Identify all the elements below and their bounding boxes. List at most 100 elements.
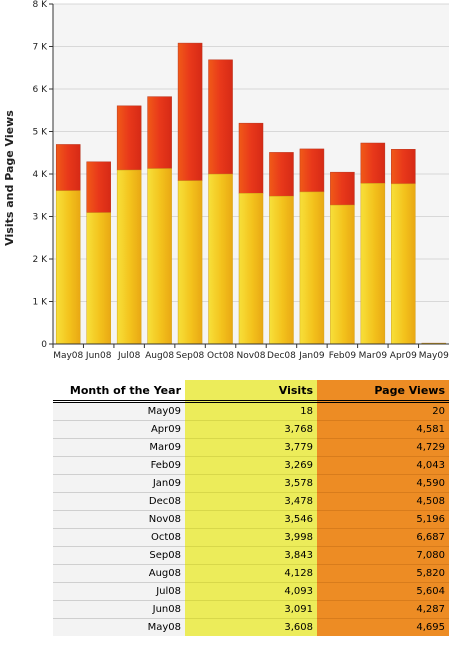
visits-cell: 3,779 xyxy=(185,438,317,457)
month-cell: Jan09 xyxy=(53,474,185,493)
month-cell: Feb09 xyxy=(53,456,185,475)
x-tick-label: Dec08 xyxy=(267,351,296,361)
table-row: Jan09 3,578 4,590 xyxy=(53,474,449,493)
visits-bar[interactable] xyxy=(208,173,233,345)
column-header-page-views[interactable]: Page Views xyxy=(317,380,449,403)
y-axis-label: Visits and Page Views xyxy=(3,110,16,246)
month-cell: Mar09 xyxy=(53,438,185,457)
visits-bar[interactable] xyxy=(147,168,172,345)
visits-bar[interactable] xyxy=(299,191,325,345)
page-views-bar[interactable] xyxy=(269,152,294,197)
page-views-bar[interactable] xyxy=(147,96,172,169)
x-tick-label: Nov08 xyxy=(236,351,265,361)
month-cell: Dec08 xyxy=(53,492,185,511)
page-views-cell: 4,508 xyxy=(317,492,449,511)
visits-cell: 3,578 xyxy=(185,474,317,493)
month-cell: Jun08 xyxy=(53,600,185,619)
x-tick-label: Mar09 xyxy=(359,351,388,361)
page-views-cell: 5,604 xyxy=(317,582,449,601)
y-tick-label: 2 K xyxy=(33,255,49,265)
y-tick-label: 8 K xyxy=(33,0,49,10)
visits-cell: 3,269 xyxy=(185,456,317,475)
visits-bar[interactable] xyxy=(391,183,416,345)
visits-bar[interactable] xyxy=(330,204,355,345)
axes: 0 1 K 2 K 3 K 4 K 5 K 6 K 7 K 8 K May08 Jun08 Jul08… xyxy=(33,0,450,361)
x-tick-label: Jun08 xyxy=(85,351,112,361)
month-cell: Aug08 xyxy=(53,564,185,583)
visits-bar[interactable] xyxy=(177,180,203,345)
x-tick-label: May08 xyxy=(53,351,83,361)
bars xyxy=(55,42,447,345)
table-row: Jul08 4,093 5,604 xyxy=(53,582,449,601)
table-header-row: Month of the Year Visits Page Views xyxy=(53,380,449,403)
month-cell: Nov08 xyxy=(53,510,185,529)
table-row: Dec08 3,478 4,508 xyxy=(53,492,449,511)
y-tick-label: 3 K xyxy=(33,213,49,223)
page-views-bar[interactable] xyxy=(116,105,142,171)
table-row: May09 18 20 xyxy=(53,401,449,421)
month-cell: Jul08 xyxy=(53,582,185,601)
page-views-bar[interactable] xyxy=(391,149,416,185)
column-header-visits[interactable]: Visits xyxy=(185,380,317,403)
page-views-cell: 5,820 xyxy=(317,564,449,583)
month-cell: Oct08 xyxy=(53,528,185,547)
visits-bar[interactable] xyxy=(238,193,264,345)
x-tick-label: Jan09 xyxy=(298,351,325,361)
visits-bar[interactable] xyxy=(269,195,294,345)
page-views-bar[interactable] xyxy=(177,42,203,181)
page-views-bar[interactable] xyxy=(86,161,111,213)
y-tick-label: 0 xyxy=(41,340,47,350)
visits-cell: 3,546 xyxy=(185,510,317,529)
table-row: Apr09 3,768 4,581 xyxy=(53,420,449,439)
visits-cell: 4,093 xyxy=(185,582,317,601)
visits-cell: 3,768 xyxy=(185,420,317,439)
table-body: May09 18 20 Apr09 3,768 4,581 Mar09 3,779 4,729 F… xyxy=(53,401,449,636)
visits-cell: 18 xyxy=(185,401,317,421)
page-views-cell: 6,687 xyxy=(317,528,449,547)
y-tick-label: 4 K xyxy=(33,170,49,180)
page-views-bar[interactable] xyxy=(55,144,81,191)
visits-bar[interactable] xyxy=(55,190,81,345)
y-tick-label: 6 K xyxy=(33,85,49,95)
table-row: May08 3,608 4,695 xyxy=(53,618,449,636)
table-row: Nov08 3,546 5,196 xyxy=(53,510,449,529)
page-views-cell: 4,287 xyxy=(317,600,449,619)
x-tick-label: Sep08 xyxy=(176,351,205,361)
visits-bar[interactable] xyxy=(360,183,386,345)
x-tick-label: May09 xyxy=(419,351,449,361)
visits-cell: 3,843 xyxy=(185,546,317,565)
column-header-month[interactable]: Month of the Year xyxy=(53,380,185,403)
page-views-cell: 4,581 xyxy=(317,420,449,439)
page-views-bar[interactable] xyxy=(208,59,233,175)
x-tick-label: Aug08 xyxy=(145,351,174,361)
page-views-bar[interactable] xyxy=(299,148,325,193)
visits-bar[interactable] xyxy=(116,169,142,345)
visits-cell: 4,128 xyxy=(185,564,317,583)
y-tick-label: 1 K xyxy=(33,298,49,308)
x-tick-label: Oct08 xyxy=(207,351,234,361)
visits-cell: 3,478 xyxy=(185,492,317,511)
visits-cell: 3,998 xyxy=(185,528,317,547)
page-views-bar[interactable] xyxy=(360,142,386,184)
page-views-cell: 4,729 xyxy=(317,438,449,457)
data-table: Month of the Year Visits Page Views May0… xyxy=(53,380,449,636)
x-tick-label: Jul08 xyxy=(117,351,141,361)
page-views-cell: 4,695 xyxy=(317,618,449,636)
visits-bar[interactable] xyxy=(86,212,111,345)
table-row: Oct08 3,998 6,687 xyxy=(53,528,449,547)
table-row: Sep08 3,843 7,080 xyxy=(53,546,449,565)
x-tick-label: Apr09 xyxy=(390,351,417,361)
page-views-bar[interactable] xyxy=(330,171,355,206)
page-views-cell: 5,196 xyxy=(317,510,449,529)
visits-pageviews-chart: 0 1 K 2 K 3 K 4 K 5 K 6 K 7 K 8 K May08 Jun08 Jul08… xyxy=(3,0,450,361)
page-views-cell: 4,590 xyxy=(317,474,449,493)
page-views-cell: 4,043 xyxy=(317,456,449,475)
page-views-bar[interactable] xyxy=(238,122,264,194)
month-cell: May08 xyxy=(53,618,185,636)
table-row: Feb09 3,269 4,043 xyxy=(53,456,449,475)
month-cell: May09 xyxy=(53,401,185,421)
x-tick-label: Feb09 xyxy=(329,351,357,361)
visits-cell: 3,608 xyxy=(185,618,317,636)
table-row: Mar09 3,779 4,729 xyxy=(53,438,449,457)
page-views-cell: 20 xyxy=(317,401,449,421)
